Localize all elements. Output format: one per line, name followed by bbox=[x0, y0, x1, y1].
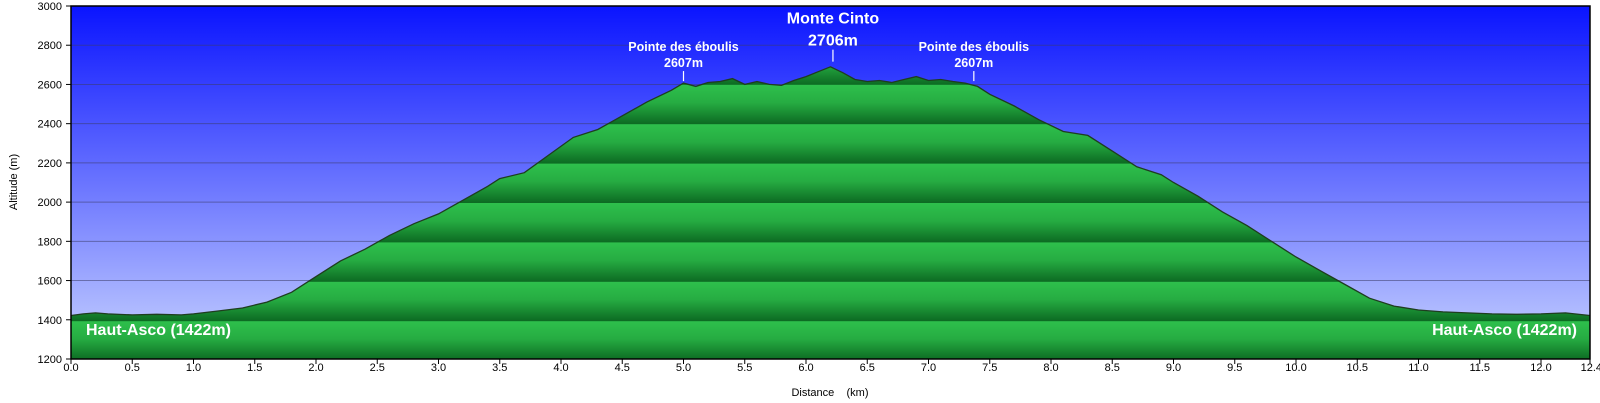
x-tick-label: 5.5 bbox=[737, 362, 752, 374]
x-tick-label: 11.5 bbox=[1469, 362, 1490, 374]
y-tick-label: 1600 bbox=[38, 276, 62, 288]
y-tick-label: 1800 bbox=[38, 236, 62, 248]
elevation-area bbox=[71, 66, 1590, 359]
y-tick-label: 3000 bbox=[38, 1, 62, 13]
y-tick-label: 2200 bbox=[38, 158, 62, 170]
x-tick-label: 8.5 bbox=[1105, 362, 1120, 374]
x-tick-label: 5.0 bbox=[676, 362, 691, 374]
x-tick-label: 10.5 bbox=[1347, 362, 1368, 374]
y-tick-label: 2000 bbox=[38, 197, 62, 209]
y-tick-label: 2400 bbox=[38, 119, 62, 131]
x-tick-label: 0.0 bbox=[63, 362, 78, 374]
annotation-label: Pointe des éboulis bbox=[919, 40, 1029, 54]
annotation-value: 2607m bbox=[664, 56, 703, 70]
axes: 0.0 0.5 1.0 1.5 2.0 2.5 3.0 3.5 4.0 4.5 5.0 5.5 6.0 6… bbox=[38, 1, 1600, 374]
x-tick-label: 8.0 bbox=[1043, 362, 1058, 374]
x-tick-label: 10.0 bbox=[1285, 362, 1306, 374]
x-tick-label: 6.5 bbox=[860, 362, 875, 374]
x-tick-label: 7.0 bbox=[921, 362, 936, 374]
y-tick-label: 1400 bbox=[38, 315, 62, 327]
elevation-profile-line bbox=[71, 66, 1590, 317]
x-axis-title: Distance (km) bbox=[791, 387, 868, 399]
x-tick-label: 9.0 bbox=[1166, 362, 1181, 374]
x-tick-label: 12.0 bbox=[1530, 362, 1551, 374]
x-tick-label: 12.4 bbox=[1581, 362, 1600, 374]
peak-annotations: Pointe des éboulis 2607m Monte Cinto 2706m P… bbox=[628, 11, 1029, 82]
x-tick-label: 7.5 bbox=[982, 362, 997, 374]
y-tick-label: 2600 bbox=[38, 79, 62, 91]
annotation-label: Monte Cinto bbox=[787, 11, 880, 28]
start-location-label: Haut-Asco (1422m) bbox=[86, 322, 231, 339]
x-tick-label: 6.0 bbox=[798, 362, 813, 374]
x-tick-label: 4.0 bbox=[553, 362, 568, 374]
annotation-label: Pointe des éboulis bbox=[628, 40, 738, 54]
annotation-value: 2607m bbox=[954, 56, 993, 70]
x-tick-label: 1.5 bbox=[247, 362, 262, 374]
x-tick-label: 3.0 bbox=[431, 362, 446, 374]
x-tick-label: 9.5 bbox=[1227, 362, 1242, 374]
x-tick-label: 4.5 bbox=[615, 362, 630, 374]
x-tick-label: 2.5 bbox=[370, 362, 385, 374]
x-tick-label: 3.5 bbox=[492, 362, 507, 374]
plot-frame bbox=[70, 5, 1591, 360]
x-tick-label: 2.0 bbox=[308, 362, 323, 374]
y-axis-title: Altitude (m) bbox=[8, 154, 20, 210]
end-location-label: Haut-Asco (1422m) bbox=[1432, 322, 1577, 339]
y-tick-label: 1200 bbox=[38, 354, 62, 366]
annotation-value: 2706m bbox=[808, 33, 858, 50]
x-tick-label: 1.0 bbox=[186, 362, 201, 374]
x-tick-label: 0.5 bbox=[125, 362, 140, 374]
x-tick-label: 11.0 bbox=[1408, 362, 1429, 374]
y-tick-label: 2800 bbox=[38, 40, 62, 52]
